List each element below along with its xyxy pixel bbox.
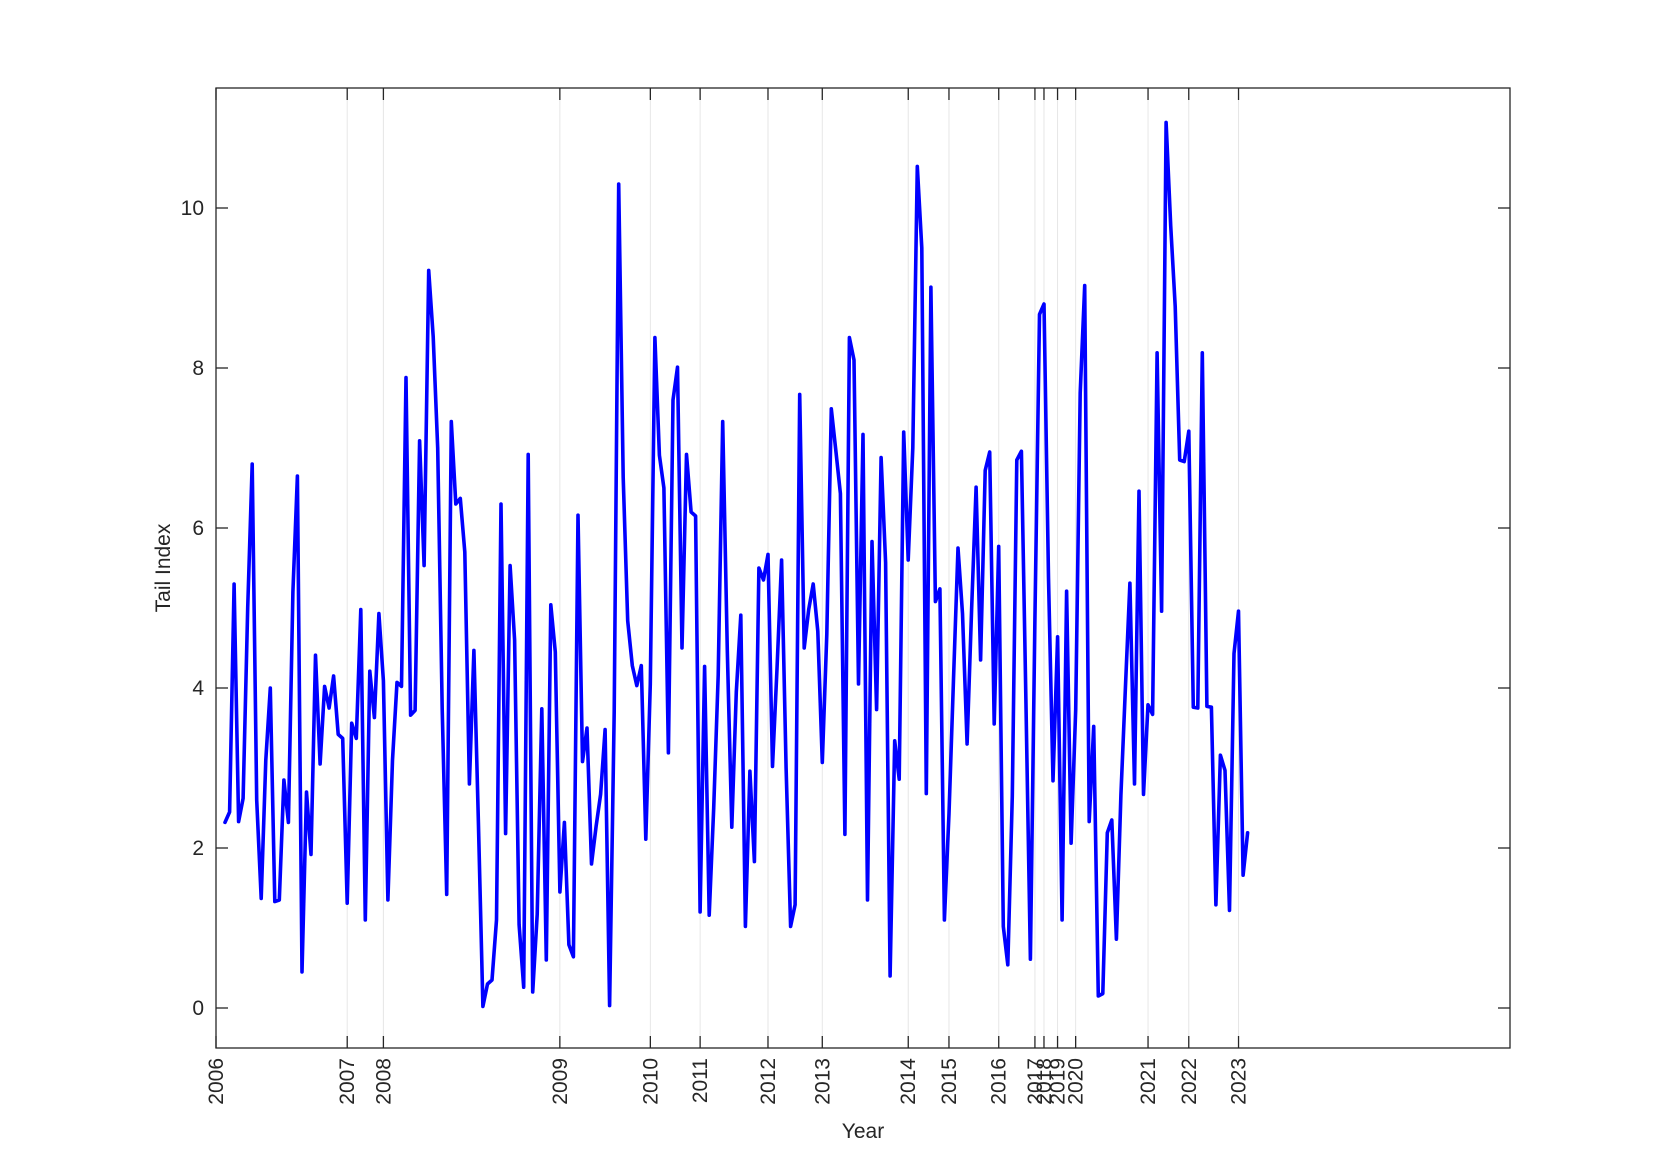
x-tick-label: 2010 [639, 1058, 662, 1105]
y-tick-label: 10 [181, 197, 204, 220]
y-axis-title: Tail Index [152, 523, 175, 612]
y-tick-label: 0 [192, 997, 204, 1020]
x-tick-label: 2020 [1065, 1058, 1088, 1105]
y-tick-labels: 0 2 4 6 8 10 [181, 197, 205, 1020]
tick-marks [215, 88, 1510, 1048]
x-tick-label: 2008 [372, 1058, 395, 1105]
y-tick-label: 2 [192, 837, 204, 860]
x-tick-label: 2011 [689, 1058, 712, 1103]
series-layer [223, 120, 1250, 1009]
x-grid [346, 88, 1240, 1048]
x-tick-label: 2019 [1047, 1058, 1070, 1105]
x-tick-label: 2006 [205, 1058, 228, 1105]
x-tick-label: 2015 [938, 1058, 961, 1105]
x-tick-label: 2023 [1228, 1058, 1251, 1105]
y-tick-label: 6 [192, 517, 204, 540]
x-tick-label: 2018 [1033, 1058, 1056, 1105]
y-tick-label: 8 [192, 357, 204, 380]
x-tick-label: 2016 [988, 1058, 1011, 1105]
x-tick-label: 2014 [897, 1058, 920, 1105]
x-tick-label: 2012 [757, 1058, 780, 1105]
x-tick-label: 2017 [1024, 1058, 1047, 1105]
x-tick-label: 2013 [811, 1058, 834, 1105]
series-line [223, 120, 1250, 1009]
axes-box [215, 87, 1511, 1049]
x-tick-label: 2007 [336, 1058, 359, 1105]
y-tick-label: 4 [192, 677, 204, 700]
x-tick-label: 2021 [1137, 1058, 1160, 1105]
x-tick-label: 2009 [549, 1058, 572, 1105]
x-tick-labels: 2006 2007 2008 2009 2010 2011 2012 2013 2014 2015… [205, 1058, 1251, 1105]
x-axis-title: Year [842, 1120, 884, 1143]
x-tick-label: 2022 [1178, 1058, 1201, 1105]
